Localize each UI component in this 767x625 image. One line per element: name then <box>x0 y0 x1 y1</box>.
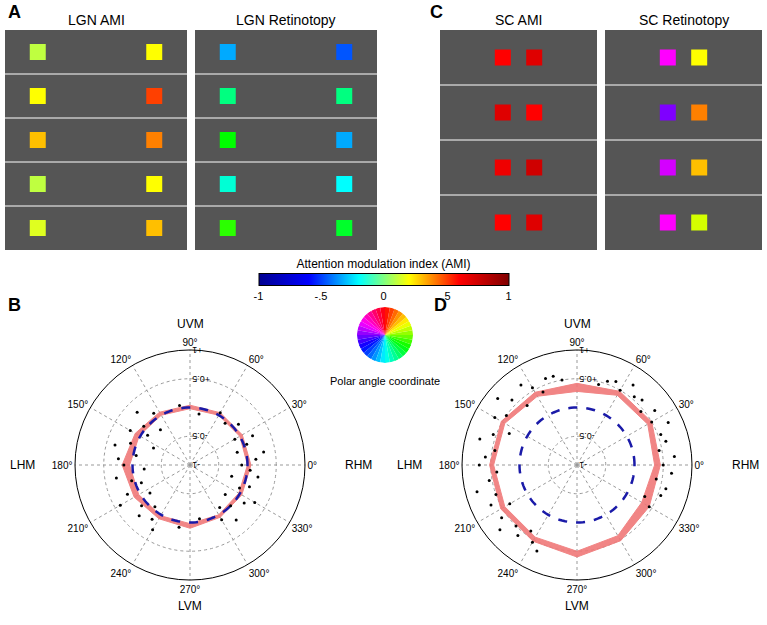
svg-text:LHM: LHM <box>10 458 35 472</box>
svg-text:SC AMI: SC AMI <box>495 12 542 28</box>
svg-text:0°: 0° <box>695 460 705 471</box>
svg-text:RHM: RHM <box>732 458 759 472</box>
svg-text:-1: -1 <box>192 460 200 470</box>
svg-text:+1: +1 <box>579 345 589 355</box>
svg-text:240°: 240° <box>111 568 132 579</box>
svg-text:C: C <box>430 2 443 22</box>
svg-text:LGN AMI: LGN AMI <box>68 12 125 28</box>
svg-text:.5: .5 <box>441 290 450 302</box>
svg-text:+1: +1 <box>192 345 202 355</box>
svg-text:+0.5: +0.5 <box>579 374 597 384</box>
svg-text:30°: 30° <box>679 399 694 410</box>
svg-text:210°: 210° <box>455 523 476 534</box>
svg-text:A: A <box>8 2 21 22</box>
svg-text:120°: 120° <box>498 354 519 365</box>
svg-text:SC Retinotopy: SC Retinotopy <box>639 12 729 28</box>
svg-text:150°: 150° <box>455 399 476 410</box>
svg-text:UVM: UVM <box>177 317 204 331</box>
svg-text:300°: 300° <box>636 568 657 579</box>
svg-text:90°: 90° <box>182 337 197 348</box>
svg-text:120°: 120° <box>111 354 132 365</box>
svg-text:UVM: UVM <box>564 317 591 331</box>
svg-text:Polar angle coordinate: Polar angle coordinate <box>330 375 440 387</box>
svg-text:-1: -1 <box>254 290 264 302</box>
svg-text:-.5: -.5 <box>315 290 328 302</box>
svg-text:210°: 210° <box>68 523 89 534</box>
svg-text:300°: 300° <box>249 568 270 579</box>
svg-text:-1: -1 <box>579 460 587 470</box>
svg-text:180°: 180° <box>439 460 460 471</box>
svg-text:240°: 240° <box>498 568 519 579</box>
svg-text:270°: 270° <box>567 584 588 595</box>
svg-text:0°: 0° <box>308 460 318 471</box>
svg-text:30°: 30° <box>292 399 307 410</box>
svg-text:LVM: LVM <box>178 599 202 613</box>
svg-text:Attention modulation index (AM: Attention modulation index (AMI) <box>296 257 470 271</box>
svg-text:-0.5: -0.5 <box>192 431 208 441</box>
svg-text:60°: 60° <box>636 354 651 365</box>
svg-text:1: 1 <box>505 290 511 302</box>
svg-text:RHM: RHM <box>345 458 372 472</box>
svg-text:B: B <box>8 295 21 315</box>
svg-text:+0.5: +0.5 <box>192 374 210 384</box>
svg-text:D: D <box>434 295 447 315</box>
svg-text:150°: 150° <box>68 399 89 410</box>
svg-text:60°: 60° <box>249 354 264 365</box>
svg-text:180°: 180° <box>52 460 73 471</box>
svg-text:LHM: LHM <box>397 458 422 472</box>
svg-text:330°: 330° <box>679 523 700 534</box>
svg-text:270°: 270° <box>180 584 201 595</box>
svg-text:330°: 330° <box>292 523 313 534</box>
svg-text:90°: 90° <box>569 337 584 348</box>
svg-text:LGN Retinotopy: LGN Retinotopy <box>236 12 336 28</box>
svg-text:0: 0 <box>380 290 386 302</box>
svg-text:LVM: LVM <box>565 599 589 613</box>
svg-text:-0.5: -0.5 <box>579 431 595 441</box>
